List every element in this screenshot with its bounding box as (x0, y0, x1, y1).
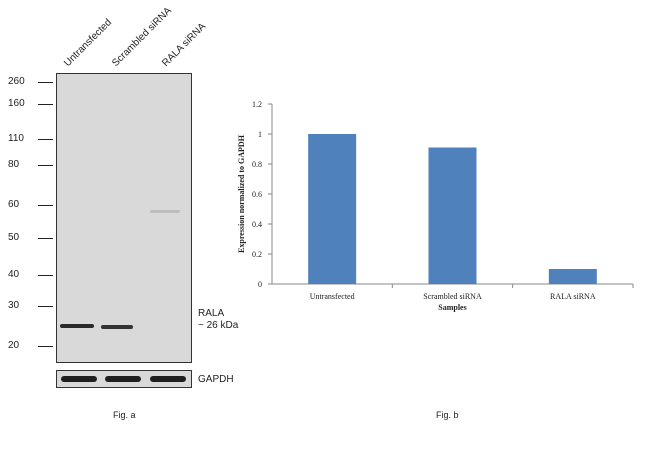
x-tick-label: RALA siRNA (550, 292, 596, 301)
chart-bars (308, 134, 597, 284)
y-tick-label: 0.6 (252, 190, 262, 199)
marker-260: 260 (8, 76, 56, 88)
loading-control-label: GAPDH (198, 374, 234, 385)
gapdh-band-scrambled-sirna (105, 376, 141, 382)
gapdh-band-rala-sirna (150, 376, 186, 382)
marker-110: 110 (8, 133, 56, 145)
bar (308, 134, 357, 284)
rala-band-scrambled-sirna (101, 325, 133, 329)
marker-30: 30 (8, 300, 56, 312)
target-size-label: ~ 26 kDa (198, 320, 239, 331)
bar (548, 269, 597, 284)
lane-label-rala-sirna: RALA siRNA (160, 21, 209, 69)
y-tick-label: 0.4 (252, 220, 262, 229)
marker-60: 60 (8, 199, 56, 211)
chart-labels: 0 0.2 0.4 0.6 0.8 1 1.2 Untransfected Scrambled … (237, 100, 596, 312)
marker-20: 20 (8, 340, 56, 352)
western-blot-membrane (56, 73, 192, 363)
marker-80: 80 (8, 159, 56, 171)
y-axis-title: Expression normalized to GAPDH (237, 134, 246, 253)
fig-b-caption: Fig. b (436, 410, 459, 420)
bar (428, 147, 477, 284)
y-tick-label: 1 (258, 130, 262, 139)
fig-a-caption: Fig. a (113, 410, 136, 420)
gapdh-band-untransfected (61, 376, 97, 382)
y-tick-label: 1.2 (252, 100, 262, 109)
expression-bar-chart: 0 0.2 0.4 0.6 0.8 1 1.2 Untransfected Scrambled … (237, 100, 634, 312)
nonspecific-band-rala-sirna (150, 210, 180, 213)
y-tick-label: 0.8 (252, 160, 262, 169)
marker-50: 50 (8, 232, 56, 244)
y-tick-label: 0.2 (252, 250, 262, 259)
y-tick-label: 0 (258, 280, 262, 289)
x-tick-label: Scrambled siRNA (423, 292, 482, 301)
x-tick-label: Untransfected (310, 292, 355, 301)
marker-40: 40 (8, 269, 56, 281)
gapdh-blot-strip (56, 370, 192, 388)
marker-160: 160 (8, 98, 56, 110)
rala-band-untransfected (60, 324, 94, 328)
lane-label-untransfected: Untransfected (62, 17, 115, 69)
x-axis-title: Samples (438, 303, 466, 312)
target-protein-label: RALA (198, 308, 225, 319)
